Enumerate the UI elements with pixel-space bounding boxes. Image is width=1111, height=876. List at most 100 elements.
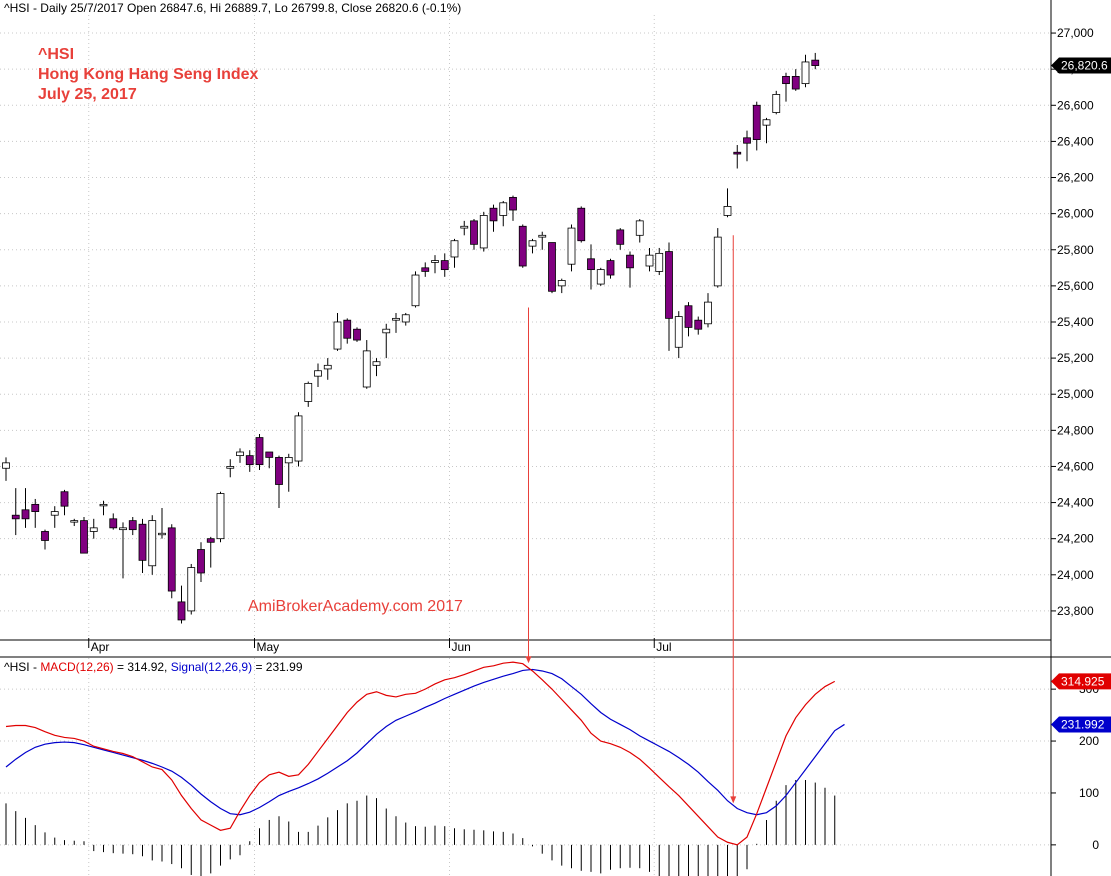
signal-last-tag [1051, 716, 1111, 733]
candle-down [509, 196, 517, 211]
candle-up [372, 361, 381, 366]
macd-value: = 314.92, [113, 660, 171, 674]
macd-histogram [5, 779, 836, 876]
price-tick-label: 25,600 [1057, 279, 1094, 293]
macd-header: ^HSI - MACD(12,26) = 314.92, Signal(12,2… [4, 660, 303, 674]
candle-up [431, 260, 439, 263]
month-axis: Apr May Jun Jul [88, 638, 672, 654]
price-tick-label: 24,400 [1057, 496, 1094, 510]
signal-line [5, 668, 845, 816]
candle-down [606, 260, 615, 276]
macd-tick-label: 100 [1079, 786, 1099, 800]
macd-label: MACD(12,26) [40, 660, 114, 674]
candle-down [11, 514, 20, 520]
candle-up [392, 317, 400, 321]
candle-down [548, 242, 556, 292]
month-label: Apr [91, 640, 110, 654]
candle-up [294, 415, 303, 462]
signal-label: Signal(12,26,9) [170, 660, 253, 674]
candle-down [811, 59, 820, 66]
candle-down [694, 319, 703, 330]
candle-up [479, 215, 488, 249]
last-price-tag [1051, 57, 1111, 74]
candle-up [216, 493, 225, 540]
candle-up [635, 220, 644, 236]
candle-down [41, 531, 49, 541]
macd-last-tag [1051, 673, 1111, 690]
price-tick-label: 26,600 [1057, 98, 1094, 112]
candle-up [236, 451, 244, 457]
candle-up [528, 240, 537, 247]
macd-tick-label: 0 [1092, 838, 1099, 852]
candle-down [684, 305, 693, 328]
candle-down [80, 520, 88, 554]
candle-up [99, 503, 108, 507]
price-tick-label: 25,200 [1057, 351, 1094, 365]
price-tick-label: 26,000 [1057, 207, 1094, 221]
candle-down [626, 254, 634, 269]
candle-up [674, 316, 683, 348]
candle-up [704, 301, 712, 325]
price-tick-label: 26,400 [1057, 134, 1094, 148]
candle-up [713, 236, 722, 287]
price-tick-label: 24,000 [1057, 568, 1094, 582]
price-tick-label: 27,000 [1057, 26, 1094, 40]
month-label: May [257, 640, 280, 654]
candle-down [733, 151, 742, 155]
candle-up [333, 321, 342, 350]
candle-down [743, 137, 751, 144]
candle-up [226, 466, 235, 469]
candle-up [460, 225, 469, 229]
macd-tick-label: 200 [1079, 734, 1099, 748]
macd-gridlines [0, 658, 1051, 876]
candle-up [284, 457, 293, 464]
candle-down [128, 520, 137, 531]
candle-up [499, 202, 508, 216]
candle-up [304, 382, 313, 402]
candle-down [31, 503, 40, 512]
price-tick-label: 24,600 [1057, 459, 1094, 473]
signal-arrows [525, 235, 737, 804]
candlestick-series [2, 52, 820, 624]
candle-up [89, 527, 98, 532]
candle-down [343, 319, 352, 339]
candle-down [21, 509, 30, 520]
candle-down [616, 229, 625, 245]
candle-up [723, 206, 732, 216]
candle-down [665, 251, 673, 319]
candle-up [596, 269, 605, 285]
annotation-symbol: ^HSI [38, 46, 75, 63]
candle-down [489, 207, 498, 222]
price-tick-label: 25,800 [1057, 243, 1094, 257]
candle-up [645, 254, 654, 267]
candle-down [60, 491, 69, 507]
candle-down [109, 518, 118, 529]
price-tick-label: 26,200 [1057, 171, 1094, 185]
candle-up [450, 240, 459, 258]
candle-down [470, 220, 478, 245]
candle-up [362, 350, 371, 388]
candle-down [782, 75, 790, 85]
macd-header-prefix: ^HSI - [4, 660, 41, 674]
candle-down [791, 75, 800, 90]
candle-up [119, 527, 127, 531]
candle-down [421, 267, 430, 272]
candle-down [206, 538, 215, 543]
candle-up [323, 364, 332, 370]
candle-down [353, 328, 361, 341]
arrow-head [730, 796, 737, 804]
candle-up [2, 462, 10, 469]
price-tick-label: 23,800 [1057, 604, 1094, 618]
candle-down [440, 260, 449, 271]
candle-up [314, 370, 322, 377]
arrow-head [525, 656, 532, 664]
candle-down [275, 457, 283, 485]
candle-up [655, 252, 664, 272]
candle-down [518, 225, 527, 267]
month-label: Jun [452, 640, 471, 654]
price-tick-label: 24,800 [1057, 423, 1094, 437]
candle-down [255, 437, 264, 466]
candle-up [382, 328, 391, 334]
